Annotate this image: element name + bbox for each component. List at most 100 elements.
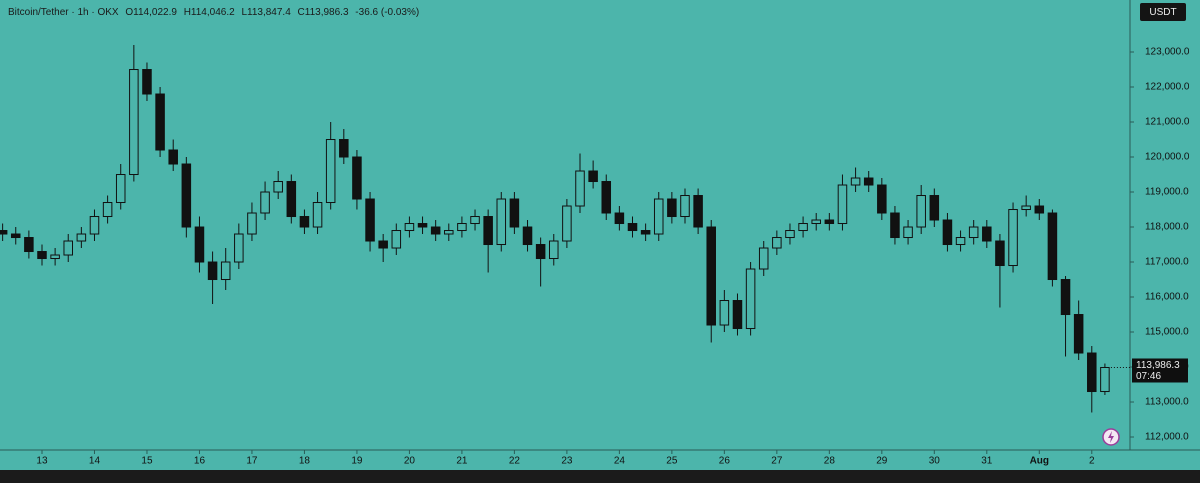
candle-body	[785, 230, 795, 239]
candle-body	[522, 226, 533, 246]
candle-body	[155, 93, 165, 151]
candle-body	[496, 198, 507, 246]
candle-body	[837, 184, 848, 225]
candle-body	[1087, 352, 1097, 393]
candle-body	[260, 191, 270, 214]
candle-body	[548, 240, 559, 260]
candle-body	[1047, 212, 1058, 281]
candle-body	[0, 230, 8, 235]
candle-body	[929, 195, 940, 221]
candle-body	[667, 198, 677, 218]
x-tick-label: 29	[876, 456, 888, 467]
x-tick-label: 13	[36, 456, 48, 467]
alert-icon-bolt[interactable]	[1108, 431, 1114, 443]
last-price-box	[1132, 358, 1188, 383]
candle-body	[509, 198, 520, 228]
candle-body	[601, 181, 612, 214]
candle-body	[798, 223, 808, 232]
candle-body	[89, 216, 100, 235]
y-tick-label: 118,000.0	[1145, 222, 1189, 233]
y-tick-label: 117,000.0	[1145, 257, 1189, 268]
candle-body	[995, 240, 1005, 267]
x-tick-label: 27	[771, 456, 783, 467]
candle-body	[430, 226, 441, 235]
candle-body	[312, 202, 323, 228]
x-tick-label: 21	[456, 456, 468, 467]
candle-body	[247, 212, 257, 235]
candle-body	[273, 181, 283, 193]
candle-body	[220, 261, 231, 281]
x-tick-label: 17	[246, 456, 258, 467]
chart-header: Bitcoin/Tether · 1h · OKX O114,022.9 H11…	[8, 7, 419, 18]
candle-body	[234, 233, 244, 263]
x-tick-label: 31	[981, 456, 993, 467]
x-tick-label: 24	[614, 456, 626, 467]
candle-body	[286, 181, 297, 218]
candle-body	[417, 223, 428, 228]
candle-body	[968, 226, 979, 239]
x-tick-label: 30	[929, 456, 941, 467]
candle-body	[24, 237, 34, 253]
candle-body	[745, 268, 756, 330]
footer-strip	[0, 470, 1200, 483]
candle-body	[181, 163, 192, 228]
x-tick-label: 20	[404, 456, 416, 467]
candle-body	[719, 300, 730, 326]
countdown-label: 07:46	[1136, 371, 1161, 382]
candle-body	[339, 139, 349, 158]
change: -36.6 (-0.03%)	[355, 7, 419, 18]
x-tick-label: 28	[824, 456, 836, 467]
alert-icon[interactable]	[1102, 428, 1120, 446]
candle-body	[732, 300, 743, 330]
candle-body	[50, 254, 60, 260]
candle-body	[942, 219, 953, 246]
candle-body	[352, 156, 362, 200]
candle-body	[1021, 205, 1031, 211]
y-tick-label: 119,000.0	[1145, 187, 1189, 198]
candle-body	[1100, 366, 1110, 393]
candle-body	[562, 205, 572, 242]
candle-body	[824, 219, 835, 225]
candle-body	[10, 233, 21, 239]
candle-body	[1073, 314, 1084, 354]
candle-body	[391, 230, 402, 249]
x-tick-label: 14	[89, 456, 101, 467]
ohlc-close: C113,986.3	[298, 7, 349, 18]
candle-body	[772, 237, 782, 249]
candle-body	[37, 251, 47, 260]
currency-button-bg[interactable]	[1140, 3, 1186, 21]
x-tick-label: 23	[561, 456, 573, 467]
candle-body	[588, 170, 598, 183]
currency-label[interactable]: USDT	[1149, 7, 1176, 18]
y-tick-label: 113,000.0	[1145, 397, 1189, 408]
candle-body	[102, 202, 113, 218]
x-tick-label: 25	[666, 456, 678, 467]
candle-body	[850, 177, 861, 186]
candle-body	[194, 226, 205, 263]
candle-body	[1060, 279, 1071, 316]
x-tick-label: Aug	[1030, 456, 1049, 467]
candle-body	[877, 184, 887, 214]
candle-body	[404, 223, 415, 232]
y-tick-label: 122,000.0	[1145, 82, 1190, 93]
candle-body	[535, 244, 546, 260]
candle-body	[142, 69, 152, 95]
candle-body	[1034, 205, 1045, 214]
candle-body	[811, 219, 821, 225]
candle-body	[706, 226, 716, 326]
candle-body	[955, 237, 966, 246]
y-tick-label: 120,000.0	[1145, 152, 1190, 163]
candle-body	[693, 195, 703, 228]
y-tick-label: 123,000.0	[1145, 47, 1190, 58]
currency-button[interactable]: USDT	[1140, 3, 1186, 21]
candle-body	[483, 216, 493, 246]
candle-body	[640, 230, 651, 235]
y-tick-label: 115,000.0	[1145, 327, 1189, 338]
candle-body	[758, 247, 769, 270]
y-tick-label: 121,000.0	[1145, 117, 1190, 128]
symbol: Bitcoin/Tether · 1h · OKX	[8, 7, 119, 18]
candle-body	[903, 226, 913, 239]
ohlc-low: L113,847.4	[241, 7, 291, 18]
